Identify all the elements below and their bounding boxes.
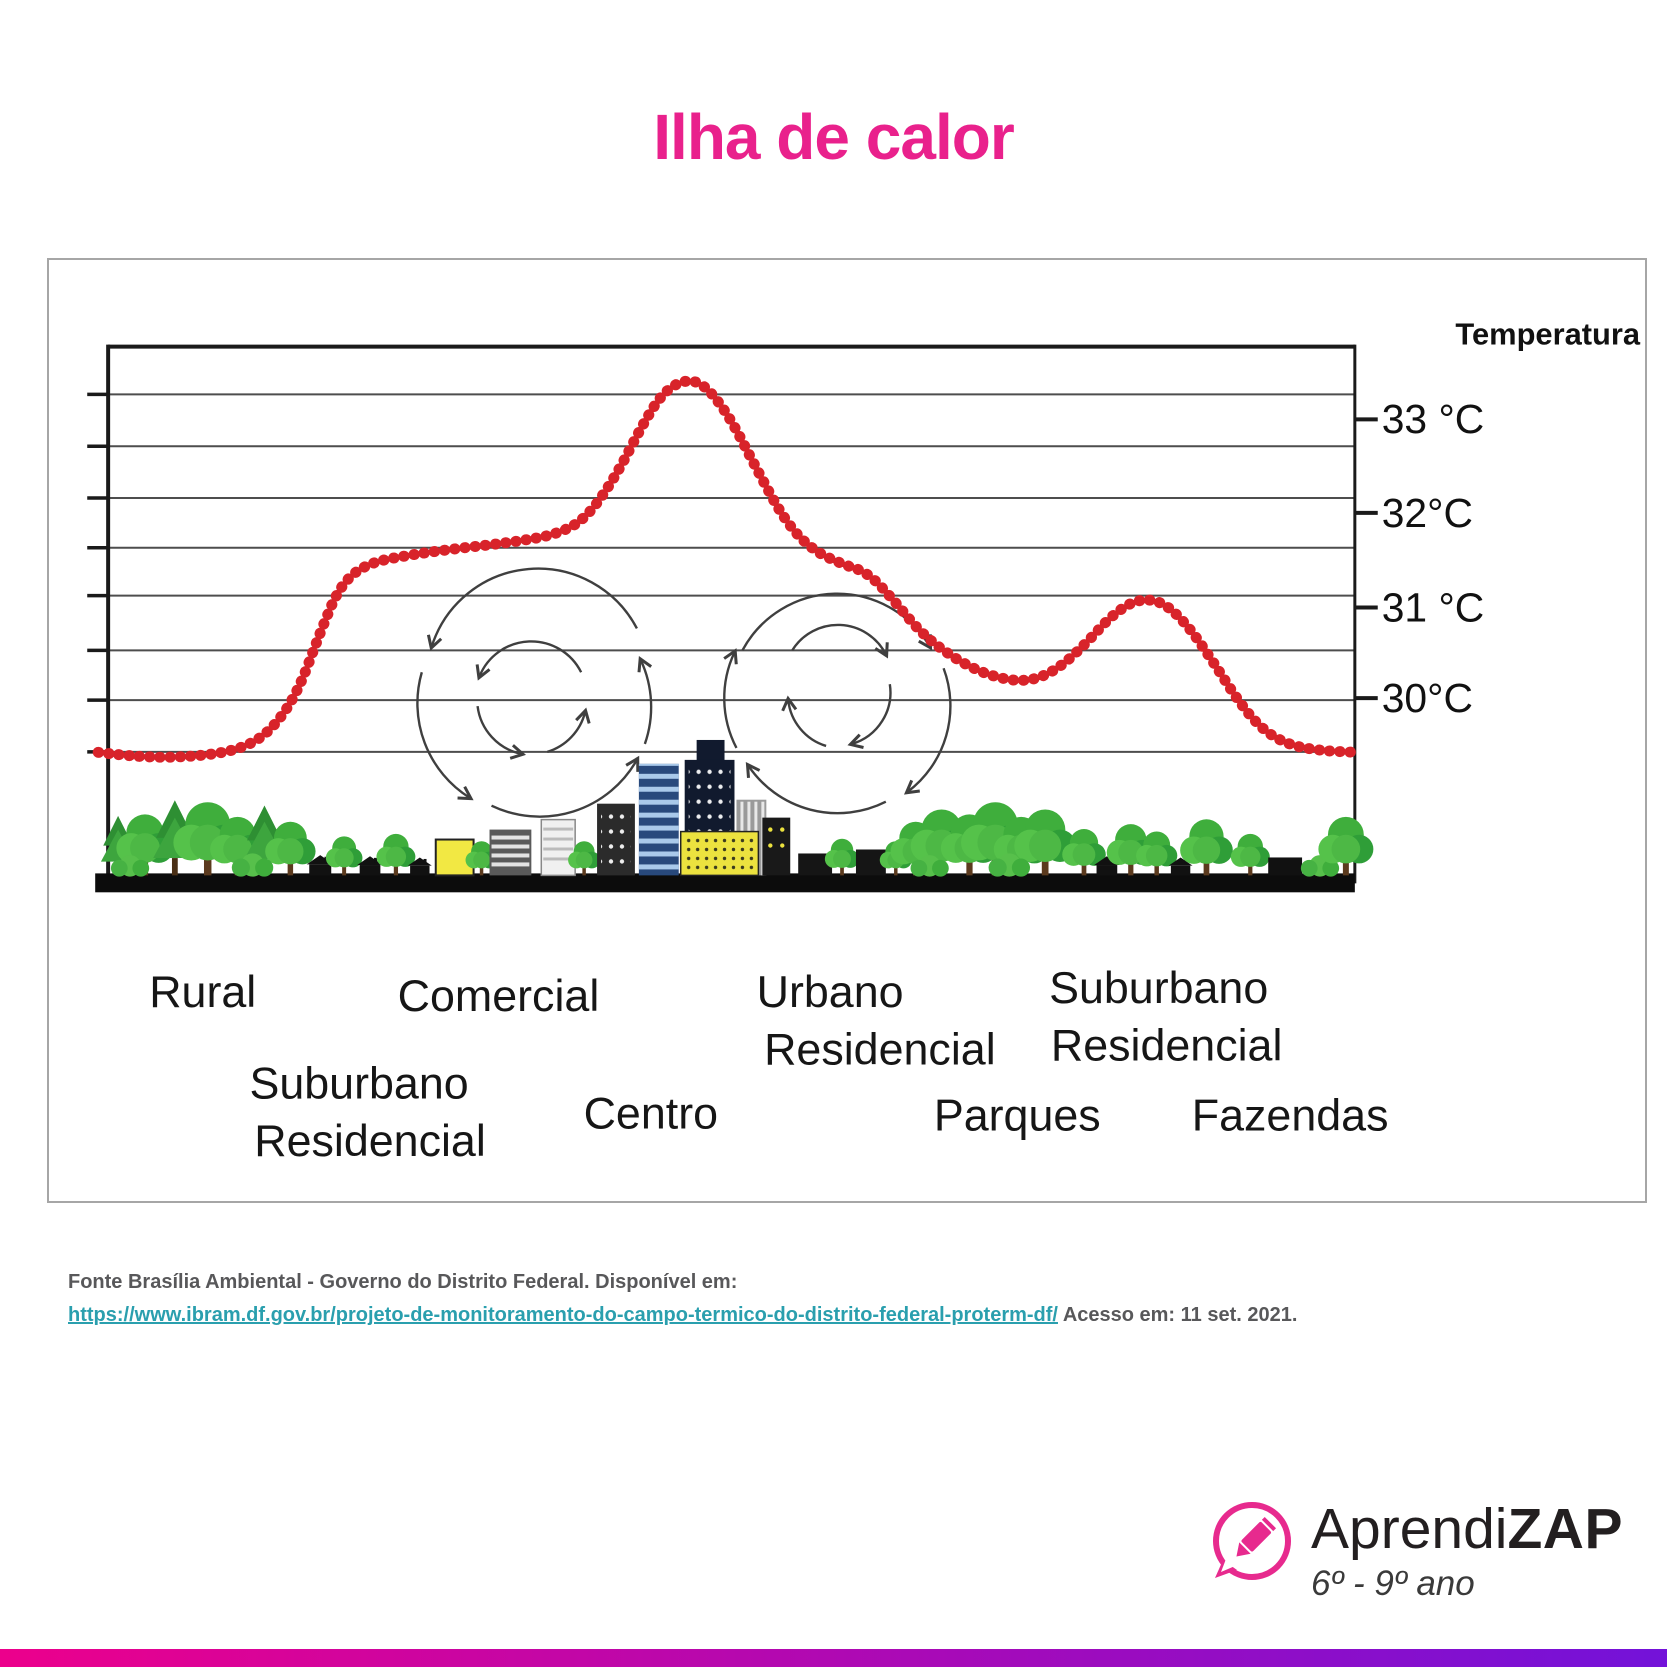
zone-labels: Rural Comercial Urbano Residencial Subur… (149, 963, 1388, 1166)
source-line2: https://www.ibram.df.gov.br/projeto-de-m… (68, 1299, 1468, 1332)
grade-range: 6º - 9º ano (1311, 1564, 1475, 1603)
zone-label-urbano-residencial: Residencial (764, 1025, 996, 1075)
zone-label-suburbano-left: Suburbano (249, 1058, 468, 1108)
aprendizap-logo: AprendiZAP 6º - 9º ano (1207, 1498, 1623, 1604)
ytick-33: 33 °C (1382, 396, 1485, 442)
zone-label-comercial: Comercial (398, 971, 600, 1021)
source-line1: Fonte Brasília Ambiental - Governo do Di… (68, 1271, 738, 1293)
convection-cell-arrows (416, 567, 952, 818)
left-axis-ticks (87, 392, 110, 754)
source-credit: Fonte Brasília Ambiental - Governo do Di… (68, 1266, 1468, 1332)
bottom-gradient-bar (0, 1649, 1667, 1667)
zone-label-suburbano-left-residencial: Residencial (254, 1116, 486, 1166)
brand-name: AprendiZAP (1311, 1498, 1623, 1560)
cityscape (95, 739, 1374, 893)
right-axis-ticks (1354, 417, 1378, 701)
zone-label-urbano: Urbano (757, 967, 904, 1017)
ground (95, 873, 1355, 893)
zone-label-fazendas: Fazendas (1192, 1090, 1389, 1140)
brand-regular: Aprendi (1311, 1497, 1508, 1561)
ytick-31: 31 °C (1382, 584, 1485, 630)
zone-label-parques: Parques (934, 1090, 1101, 1140)
ytick-32: 32°C (1382, 490, 1473, 536)
source-link[interactable]: https://www.ibram.df.gov.br/projeto-de-m… (68, 1304, 1058, 1326)
heat-island-diagram-panel: Temperatura 33 °C 32°C 31 °C 30°C (47, 258, 1647, 1203)
zone-label-rural: Rural (149, 967, 256, 1017)
zone-label-suburbano-right: Suburbano (1049, 963, 1268, 1013)
temperature-axis-title: Temperatura (1455, 317, 1640, 352)
zone-label-centro: Centro (584, 1088, 718, 1138)
axes (106, 344, 1357, 884)
logo-text: AprendiZAP 6º - 9º ano (1311, 1498, 1623, 1604)
heat-island-chart: Temperatura 33 °C 32°C 31 °C 30°C (87, 317, 1641, 1166)
zone-label-suburbano-right-residencial: Residencial (1051, 1021, 1283, 1071)
ytick-labels: 33 °C 32°C 31 °C 30°C (1382, 396, 1485, 721)
ytick-30: 30°C (1382, 675, 1473, 721)
speech-bubble-pencil-icon (1213, 1502, 1291, 1580)
source-access-date: Acesso em: 11 set. 2021. (1062, 1304, 1298, 1326)
brand-bold: ZAP (1507, 1497, 1623, 1561)
page-title: Ilha de calor (653, 101, 1014, 173)
temperature-curve (92, 375, 1361, 763)
